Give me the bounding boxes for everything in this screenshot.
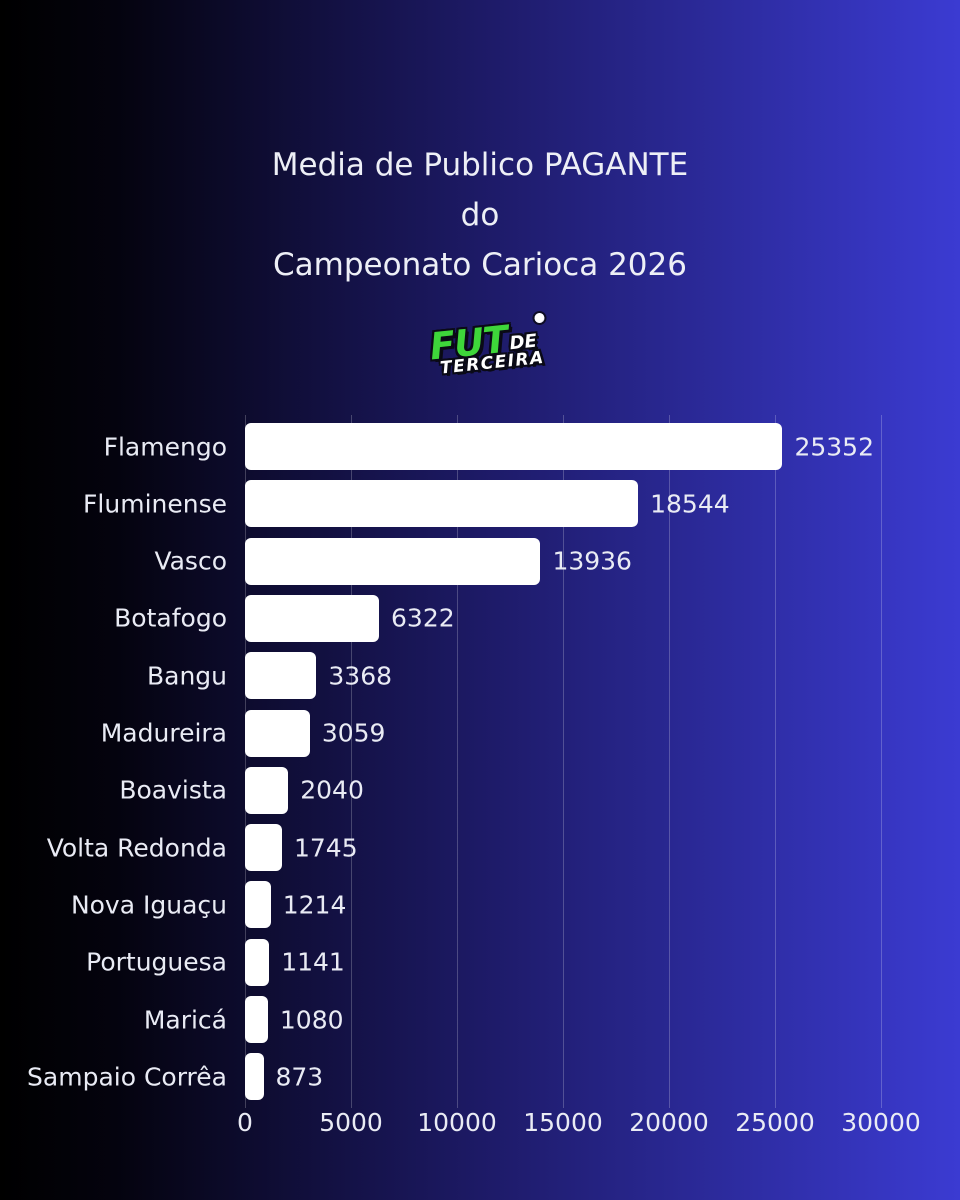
value-label: 3368: [328, 661, 393, 691]
value-label: 3059: [321, 718, 386, 748]
value-label: 18544: [650, 489, 730, 519]
chart-title-line-1: Media de Publico PAGANTE: [271, 147, 689, 183]
value-label: 25352: [794, 432, 874, 461]
bar: [245, 824, 282, 872]
bar: [245, 594, 380, 642]
x-tick-label: 30000: [841, 1108, 921, 1137]
value-label: 1214: [282, 890, 347, 920]
gridline-0: [245, 415, 246, 1108]
chart-title-line-3: Campeonato Carioca 2026: [273, 247, 687, 283]
x-tick-label: 20000: [629, 1108, 709, 1137]
bar: [245, 423, 783, 470]
bar: [245, 1053, 264, 1101]
x-tick-label: 15000: [523, 1108, 603, 1137]
category-label: Madureira: [100, 718, 227, 748]
x-tick-label: 5000: [319, 1108, 383, 1137]
value-label: 1080: [279, 1005, 344, 1034]
bar: [245, 938, 270, 986]
category-label: Sampaio Corrêa: [27, 1062, 227, 1092]
category-label: Bangu: [146, 661, 227, 691]
bar: [245, 709, 310, 757]
value-label: 1745: [293, 833, 358, 863]
value-label: 1141: [281, 947, 345, 977]
chart-title: Media de Publico PAGANTE do Campeonato C…: [0, 140, 960, 290]
x-tick-label: 25000: [735, 1108, 815, 1137]
gridline-10000: [457, 415, 458, 1108]
bar: [245, 996, 268, 1043]
bar: [245, 480, 639, 528]
value-label: 873: [275, 1062, 324, 1092]
category-label: Boavista: [119, 775, 227, 805]
value-label: 2040: [300, 775, 364, 805]
category-label: Portuguesa: [86, 947, 227, 977]
category-label: Vasco: [154, 546, 227, 576]
gridline-20000: [669, 415, 670, 1108]
category-label: Botafogo: [114, 603, 227, 633]
gridline-25000: [775, 415, 776, 1108]
chart-title-line-2: do: [460, 197, 500, 233]
gridline-30000: [881, 415, 882, 1108]
category-label: Maricá: [143, 1005, 227, 1034]
x-tick-label: 0: [237, 1108, 253, 1137]
value-label: 6322: [391, 603, 455, 633]
category-label: Nova Iguaçu: [70, 890, 227, 920]
gridline-15000: [563, 415, 564, 1108]
bar: [245, 766, 289, 814]
category-label: Fluminense: [83, 489, 227, 519]
gridline-5000: [351, 415, 352, 1108]
bar: [245, 652, 317, 700]
category-label: Volta Redonda: [46, 833, 227, 863]
bar: [245, 881, 271, 929]
value-label: 13936: [552, 546, 632, 576]
category-label: Flamengo: [103, 432, 227, 461]
x-tick-label: 10000: [417, 1108, 497, 1137]
bar: [245, 537, 541, 585]
